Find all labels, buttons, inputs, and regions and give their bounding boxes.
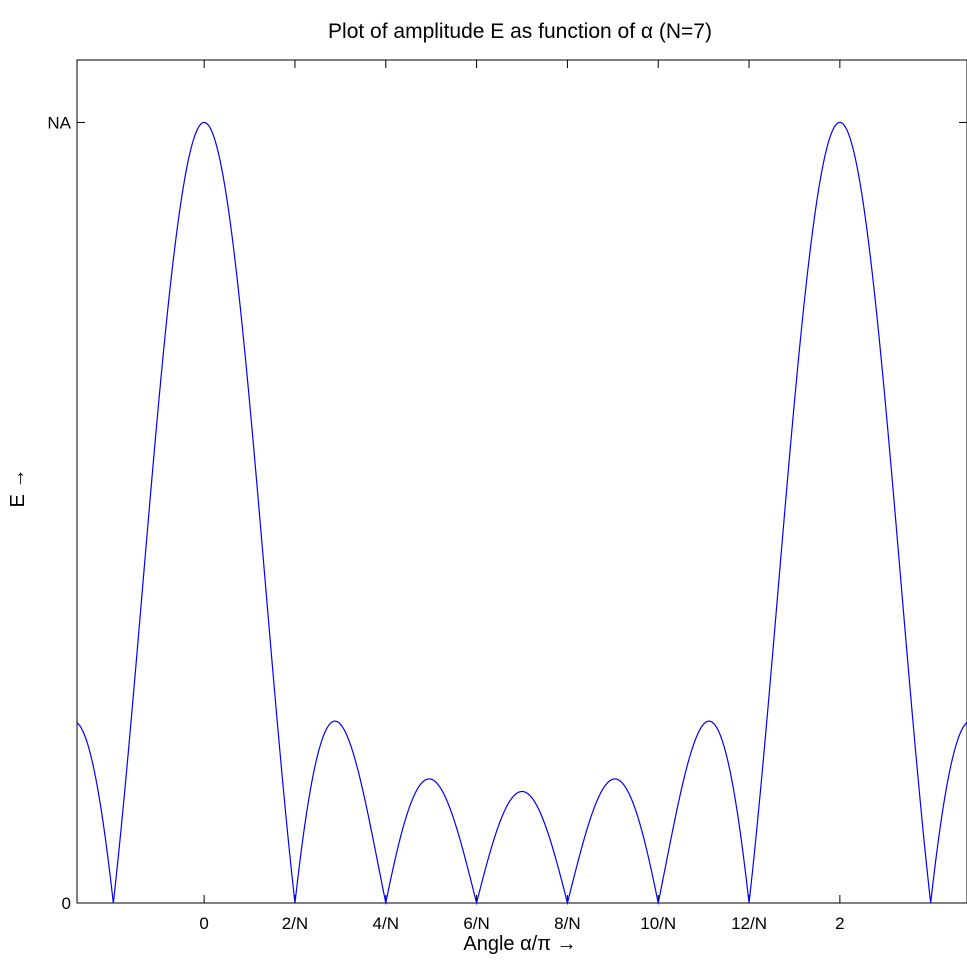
amplitude-curve (76, 121, 967, 906)
y-axis-label: E → (7, 469, 29, 508)
y-tick-label: 0 (62, 894, 71, 913)
x-axis-label: Angle α/π → (463, 933, 576, 955)
x-tick-label: 6/N (463, 914, 489, 933)
x-tick-label: 2/N (282, 914, 308, 933)
x-tick-label: 4/N (373, 914, 399, 933)
x-tick-label: 10/N (640, 914, 676, 933)
chart-title: Plot of amplitude E as function of α (N=… (328, 20, 712, 43)
x-tick-label: 8/N (554, 914, 580, 933)
x-tick-label: 2 (835, 914, 844, 933)
x-tick-label: 12/N (731, 914, 767, 933)
x-tick-label: 0 (199, 914, 208, 933)
axis-ticks: 0 2/N 4/N 6/N 8/N 10/N 12/N 2 0 NA (47, 60, 967, 933)
plot-area-frame (76, 59, 967, 904)
y-tick-label: NA (47, 113, 71, 132)
